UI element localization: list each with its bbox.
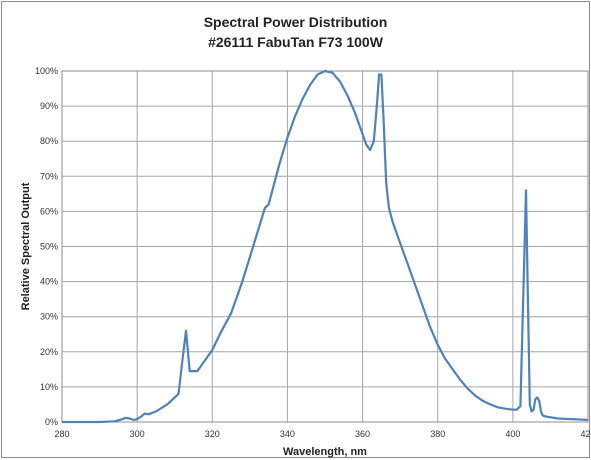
x-tick-label: 280 bbox=[54, 429, 69, 439]
y-tick-label: 10% bbox=[40, 382, 58, 392]
y-tick-label: 0% bbox=[45, 417, 58, 427]
gridlines bbox=[61, 70, 589, 423]
y-tick-label: 100% bbox=[35, 66, 58, 76]
series-line bbox=[62, 69, 589, 424]
y-tick-label: 20% bbox=[40, 347, 58, 357]
x-tick-label: 300 bbox=[130, 429, 145, 439]
chart-title: Spectral Power Distribution bbox=[203, 14, 388, 30]
y-axis-ticks: 0% 10% 20% 30% 40% 50% 60% 70% 80% 90% 100% bbox=[35, 66, 58, 427]
y-tick-label: 70% bbox=[40, 171, 58, 181]
x-axis-label: Wavelength, nm bbox=[283, 446, 367, 458]
y-tick-label: 50% bbox=[40, 242, 58, 252]
x-tick-label: 360 bbox=[355, 429, 370, 439]
x-tick-label: 420 bbox=[580, 429, 591, 439]
y-axis-label: Relative Spectral Output bbox=[20, 182, 32, 310]
y-tick-label: 90% bbox=[40, 101, 58, 111]
x-axis-ticks: 280 300 320 340 360 380 400 420 bbox=[54, 429, 591, 439]
chart-subtitle: #26111 FabuTan F73 100W bbox=[208, 34, 383, 50]
y-tick-label: 40% bbox=[40, 277, 58, 287]
x-tick-label: 380 bbox=[430, 429, 445, 439]
x-tick-label: 320 bbox=[205, 429, 220, 439]
y-tick-label: 30% bbox=[40, 312, 58, 322]
x-tick-label: 400 bbox=[505, 429, 520, 439]
x-tick-label: 340 bbox=[280, 429, 295, 439]
y-tick-label: 80% bbox=[40, 136, 58, 146]
y-tick-label: 60% bbox=[40, 206, 58, 216]
